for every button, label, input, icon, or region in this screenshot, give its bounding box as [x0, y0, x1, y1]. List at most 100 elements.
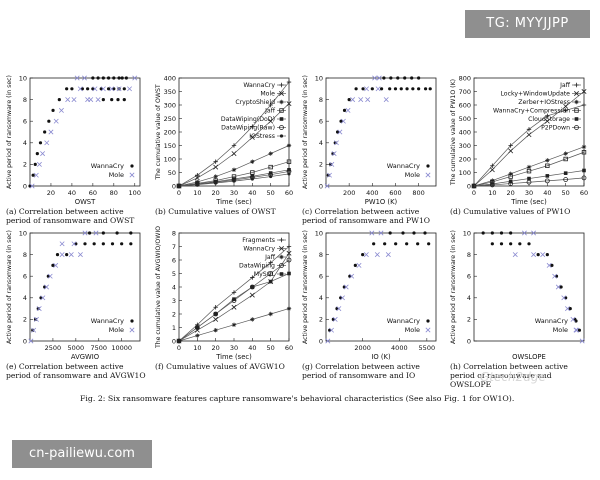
caption-g: (g) Correlation between active period of…	[302, 362, 420, 380]
data-point-wannacry	[51, 108, 55, 112]
data-point-wannacry	[83, 242, 87, 246]
data-point	[249, 134, 255, 140]
data-point-wannacry	[423, 87, 428, 91]
data-point-wannacry	[518, 242, 522, 246]
y-tick-label: 250	[164, 115, 176, 123]
y-tick-label: 6	[23, 118, 27, 126]
legend-label: Mole	[405, 171, 420, 179]
x-tick-label: 5500	[419, 344, 436, 352]
y-tick-label: 10	[19, 229, 27, 237]
data-point	[286, 159, 292, 164]
y-tick-label: 800	[459, 74, 471, 82]
data-point-wannacry	[124, 76, 128, 80]
data-point	[286, 257, 292, 263]
y-tick-label: 4	[23, 294, 27, 302]
x-tick-label: 10	[193, 189, 201, 197]
data-point	[581, 102, 587, 108]
legend-label: WannaCry	[243, 246, 275, 253]
data-point-wannacry	[382, 76, 386, 80]
legend-label: WannaCry+Compression	[493, 108, 570, 115]
x-tick-label: 60	[89, 189, 97, 197]
data-point	[194, 325, 200, 330]
legend-label: Mole	[553, 326, 568, 334]
data-point	[527, 176, 531, 181]
data-point	[195, 173, 200, 178]
legend-label: Locky+WindowUpdate	[500, 91, 570, 98]
data-point-mole	[81, 75, 87, 81]
data-point-mole	[65, 97, 71, 103]
y-tick-label: 300	[459, 142, 471, 150]
data-point-wannacry	[353, 263, 357, 267]
data-point-mole	[127, 86, 133, 92]
legend-label: WannaCry	[535, 317, 568, 325]
y-tick-label: 6	[23, 273, 27, 281]
data-point-wannacry	[383, 242, 387, 246]
data-point	[526, 168, 532, 174]
data-point-wannacry	[490, 231, 494, 235]
x-tick-label: 60	[285, 189, 293, 197]
data-point	[249, 284, 255, 290]
data-point-wannacry	[31, 328, 35, 332]
x-tick-label: 60	[580, 189, 588, 197]
data-point-mole	[325, 338, 331, 344]
series-line-wannacry+compression	[473, 151, 585, 187]
data-point-mole	[31, 327, 37, 333]
data-point	[545, 113, 550, 118]
data-point	[287, 271, 291, 276]
data-point-wannacry	[417, 87, 421, 91]
data-point-wannacry	[65, 253, 69, 257]
legend-marker	[279, 263, 284, 268]
y-tick-label: 2	[23, 316, 27, 324]
x-tick-label: 40	[543, 189, 551, 197]
x-tick-label: 80	[110, 189, 118, 197]
data-point-wannacry	[38, 141, 43, 145]
x-tick-label: 30	[525, 189, 533, 197]
data-point	[545, 158, 550, 163]
caption-h: (h) Correlation between active period of…	[450, 362, 568, 389]
data-point	[177, 339, 181, 343]
legend-label: Mole	[109, 326, 124, 334]
data-point	[195, 325, 200, 330]
data-point	[508, 148, 514, 154]
data-point	[526, 132, 532, 138]
data-point	[286, 306, 292, 311]
data-point	[508, 174, 513, 179]
data-point	[563, 177, 569, 182]
x-tick-label: 2500	[45, 344, 62, 352]
data-point	[508, 143, 513, 148]
data-point-mole	[68, 252, 74, 258]
data-point-wannacry	[106, 87, 111, 91]
x-tick-label: 20	[47, 189, 55, 197]
x-tick-label: 50	[267, 189, 275, 197]
x-tick-label: 0	[177, 189, 181, 197]
data-point	[231, 290, 237, 295]
data-point-mole	[546, 262, 552, 268]
x-tick-label: 800	[412, 189, 424, 197]
plot-frame	[29, 232, 141, 342]
x-tick-label: 400	[366, 189, 378, 197]
data-point	[286, 101, 292, 107]
data-point	[563, 156, 568, 162]
data-point-wannacry	[96, 76, 100, 80]
y-tick-label: 2	[467, 316, 471, 324]
data-point-mole	[28, 338, 34, 344]
x-tick-label: 0	[177, 344, 181, 352]
y-tick-label: 4	[319, 139, 323, 147]
data-point	[471, 183, 477, 189]
data-point	[232, 177, 236, 181]
y-tick-label: 350	[164, 88, 176, 96]
data-point	[250, 159, 255, 164]
legend-label: DataWiping	[239, 263, 275, 270]
data-point	[581, 150, 587, 155]
data-point-mole	[88, 97, 94, 103]
x-tick-label: 60	[285, 344, 293, 352]
legend-marker	[279, 125, 284, 130]
data-point-wannacry	[388, 87, 392, 91]
chart-c: 200 400 600 800 0 2 4 6 8 10 PW1O (K) Active period…	[302, 74, 437, 206]
data-point-mole	[100, 86, 106, 92]
data-point-mole	[71, 97, 77, 103]
data-point-wannacry	[389, 76, 393, 80]
y-tick-label: 8	[23, 251, 27, 259]
data-point	[250, 177, 254, 181]
